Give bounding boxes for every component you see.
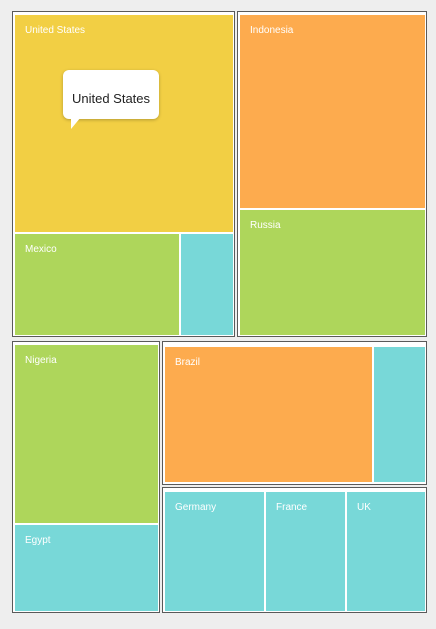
treemap-cell-brazil[interactable]: Brazil	[165, 347, 372, 482]
treemap-cell-united-states[interactable]: United States	[15, 15, 233, 232]
treemap-group-asia-europe: Indonesia Russia	[237, 11, 427, 337]
cell-label-indonesia: Indonesia	[250, 25, 294, 36]
cell-label-germany: Germany	[175, 502, 217, 513]
cell-label-france: France	[276, 502, 308, 513]
treemap-cell-unlabeled-2[interactable]	[374, 347, 425, 482]
tooltip-tail	[71, 117, 81, 129]
treemap-cell-germany[interactable]: Germany	[165, 492, 264, 611]
treemap-cell-unlabeled-1[interactable]	[181, 234, 233, 335]
treemap-cell-nigeria[interactable]: Nigeria	[15, 345, 158, 523]
cell-label-russia: Russia	[250, 220, 281, 231]
cell-label-mexico: Mexico	[25, 244, 57, 255]
treemap-cell-france[interactable]: France	[266, 492, 345, 611]
tooltip: United States	[63, 70, 159, 129]
tooltip-text: United States	[71, 91, 151, 106]
cell-label-uk: UK	[357, 502, 371, 513]
treemap-group-north-america: United States Mexico	[12, 11, 235, 337]
treemap-cell-mexico[interactable]: Mexico	[15, 234, 179, 335]
cell-label-brazil: Brazil	[175, 357, 201, 368]
treemap-cell-indonesia[interactable]: Indonesia	[240, 15, 425, 208]
treemap-group-south-america: Brazil	[162, 341, 427, 485]
treemap-cell-egypt[interactable]: Egypt	[15, 525, 158, 611]
cell-label-nigeria: Nigeria	[25, 355, 57, 366]
cell-label-united-states: United States	[25, 25, 86, 36]
treemap-cell-uk[interactable]: UK	[347, 492, 425, 611]
treemap-cell-russia[interactable]: Russia	[240, 210, 425, 335]
treemap-group-europe: Germany France UK	[162, 487, 427, 613]
treemap-group-africa: Nigeria Egypt	[12, 341, 160, 613]
cell-label-egypt: Egypt	[25, 535, 51, 546]
